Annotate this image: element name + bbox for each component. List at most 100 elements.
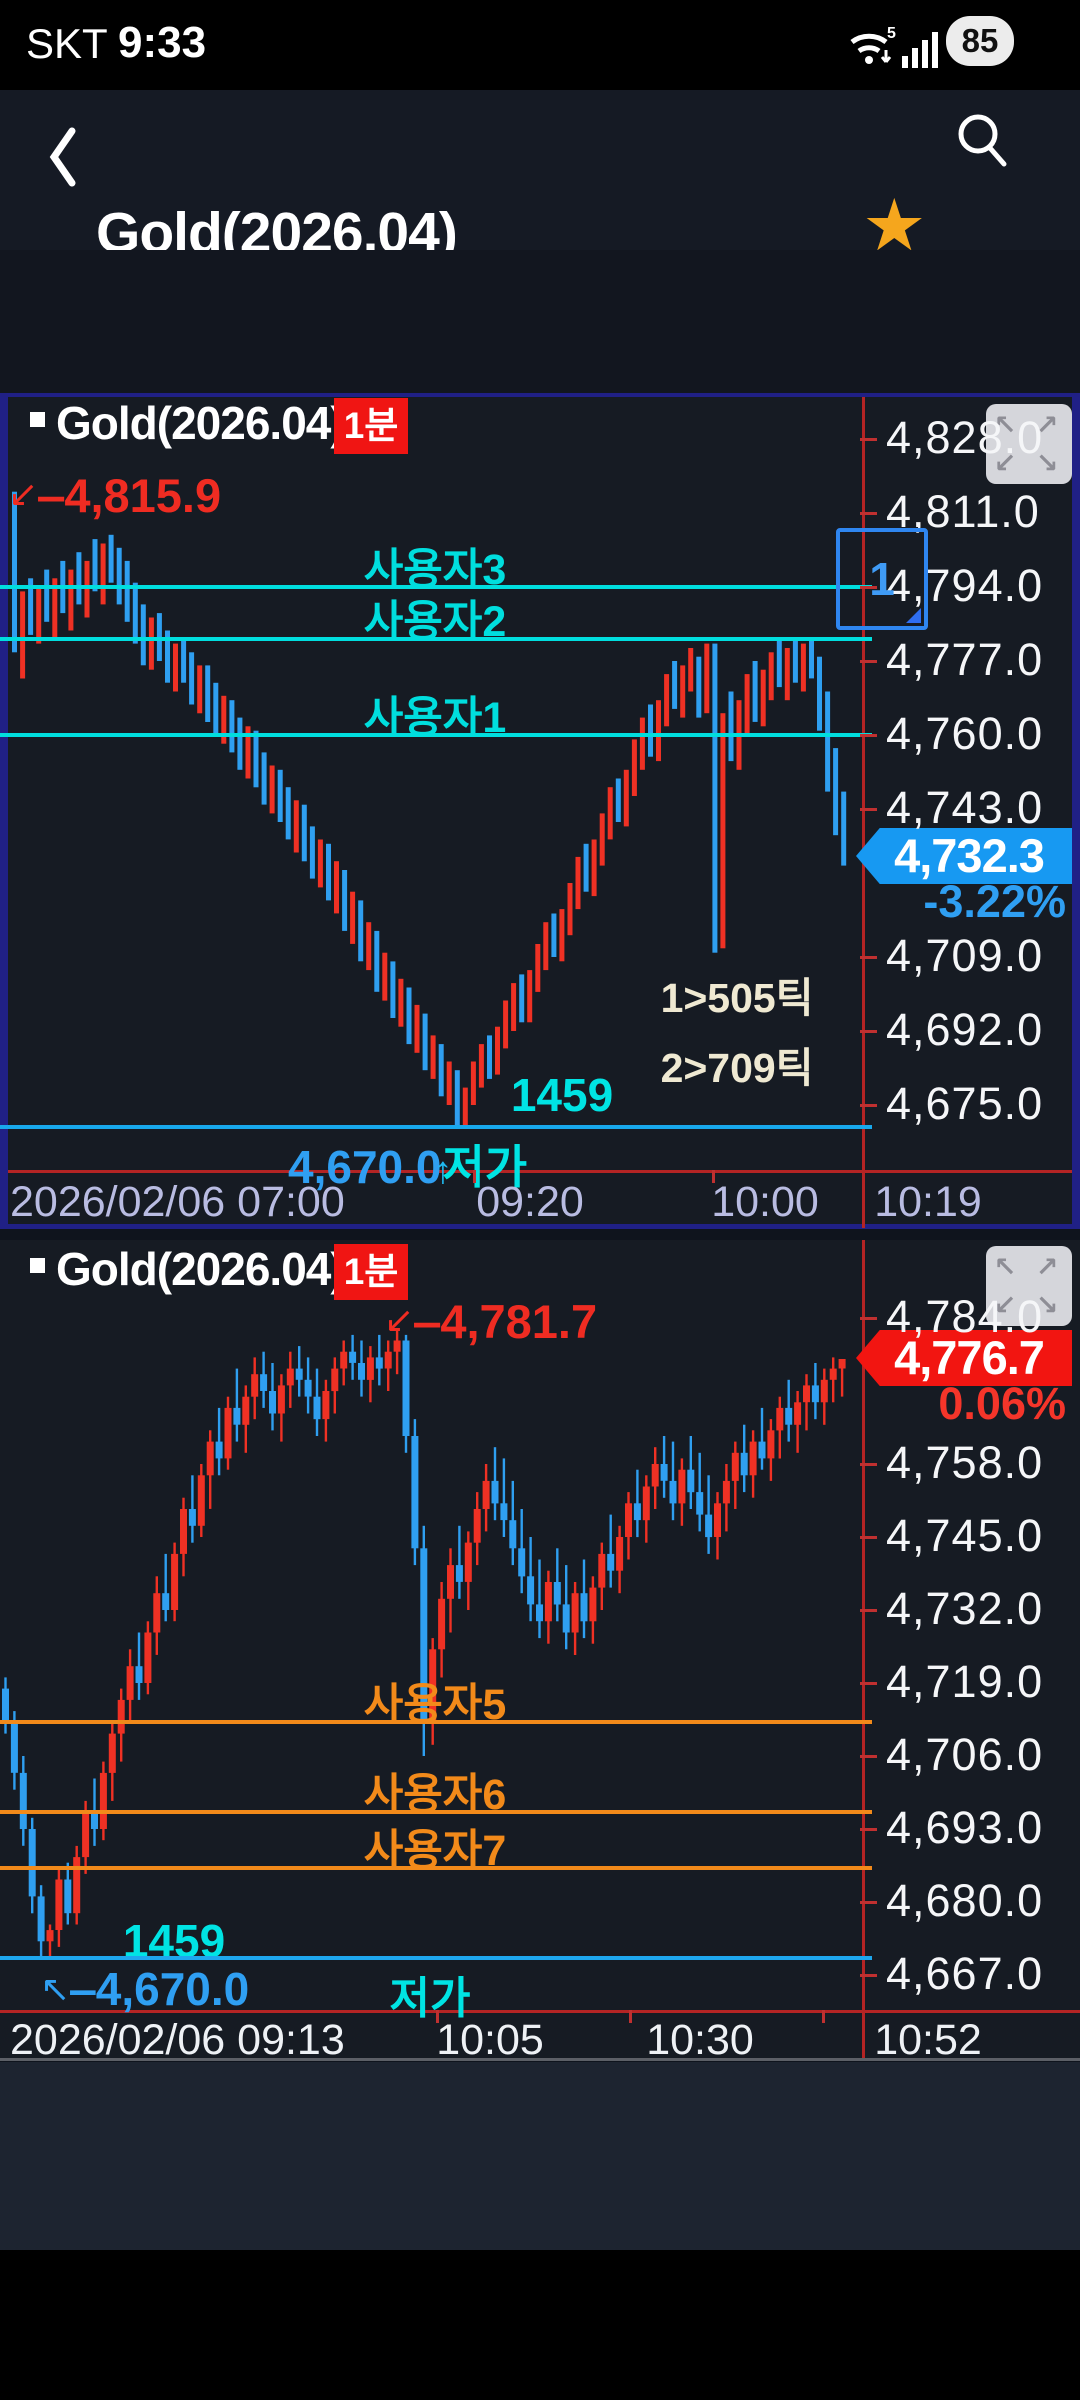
x-tick: [712, 1170, 715, 1183]
chart-toolbar: 일 주 월 1 틱: [0, 250, 1080, 630]
chart1-count-label: 1459: [510, 1069, 614, 1121]
price-axis-label: 4,784.0: [886, 1291, 1044, 1343]
price-axis-label: 4,667.0: [886, 1948, 1044, 1999]
chart1-x-label: 2026/02/06 07:00: [10, 1178, 345, 1226]
chart1-high-annotation: ↙‒4,815.9: [8, 469, 222, 522]
status-bar: SKT 9:33 5 85: [0, 0, 1080, 90]
back-icon[interactable]: [48, 126, 78, 188]
price-axis-label: 4,675.0: [886, 1078, 1044, 1129]
chart1-plot-area[interactable]: [8, 397, 1072, 1224]
price-axis-tick: [860, 660, 877, 663]
chart1-change-percent: -3.22%: [923, 876, 1066, 927]
x-tick: [629, 2010, 632, 2023]
x-tick: [436, 2010, 439, 2023]
chart1-time-axis-line: [8, 1170, 1072, 1173]
android-navbar: [0, 2250, 1080, 2400]
price-axis-tick: [860, 1828, 877, 1831]
price-axis-tick: [860, 1755, 877, 1759]
chart2-x-label: 10:30: [646, 2016, 754, 2064]
price-axis-tick: [860, 734, 877, 737]
price-axis-label: 4,777.0: [886, 634, 1044, 685]
legend-bullet: [30, 412, 45, 427]
price-axis-tick: [860, 1609, 877, 1613]
chart1-border: [1072, 393, 1080, 1229]
signal-icon: [902, 32, 938, 68]
user-line-label: 사용자3: [363, 546, 507, 594]
price-axis-tick: [860, 1901, 877, 1904]
interval-1min-selected[interactable]: 1: [836, 528, 928, 630]
user-line-label: 사용자2: [363, 598, 507, 647]
arrow-down-left-icon: ↙: [8, 473, 39, 514]
price-axis-tick: [860, 586, 877, 589]
chart2-low-label: ↖‒4,670.0: [40, 1963, 250, 2015]
price-axis-label: 4,745.0: [886, 1510, 1044, 1562]
chart1-symbol: Gold(2026.04): [56, 397, 346, 449]
legend-bullet: [30, 1258, 45, 1273]
chart1-border: [0, 393, 8, 1229]
chart2-x-label: 2026/02/06 09:13: [10, 2016, 345, 2064]
chart2-candles[interactable]: [0, 1240, 866, 2010]
chart1-tick-count-2: 2>709틱: [660, 1045, 814, 1091]
wifi-icon: 5: [850, 25, 896, 64]
chart1-expand-button[interactable]: ↖ ↗ ↙ ↘: [986, 404, 1072, 484]
chart2-x-label: 10:52: [874, 2016, 982, 2064]
price-axis-label: 4,743.0: [886, 782, 1044, 833]
clock: 9:33: [118, 18, 207, 67]
user-line: [0, 1720, 872, 1725]
user-line-label: 사용자5: [363, 1681, 507, 1730]
price-axis-label: 4,692.0: [886, 1004, 1044, 1055]
chart2-current-price-tag: 4,776.7: [856, 1330, 1072, 1386]
price-axis-label: 4,732.0: [886, 1583, 1044, 1635]
chart2-expand-button[interactable]: ↖ ↗ ↙ ↘: [986, 1246, 1072, 1326]
price-axis-label: 4,794.0: [886, 560, 1044, 611]
carrier-label: SKT: [26, 20, 108, 67]
battery-indicator: 85: [946, 16, 1014, 66]
price-axis-label: 4,693.0: [886, 1802, 1044, 1853]
search-icon[interactable]: [950, 108, 1014, 174]
user-line-label: 사용자6: [363, 1771, 507, 1820]
user-line-label: 사용자1: [363, 694, 507, 742]
chart1-low-label: 4,670.0↑저가: [288, 1141, 528, 1193]
user-line: [0, 1124, 872, 1129]
price-axis-label: 4,680.0: [886, 1875, 1044, 1926]
price-axis-tick: [860, 1317, 877, 1321]
chart1-current-price-tag: 4,732.3: [856, 828, 1072, 884]
app-header: Gold(2026.04) ★ 관심 검색: [0, 90, 1080, 325]
chart2-interval-badge: 1분: [334, 1244, 408, 1300]
x-tick: [822, 2010, 825, 2023]
bottom-navigation: 전체메뉴 홈 관심종목 선물옵션현재가 선물옵션차트: [0, 2062, 1080, 2250]
chart1-x-label: 10:19: [874, 1178, 982, 1226]
chart1-interval-badge: 1분: [334, 398, 408, 454]
user-line: [0, 585, 872, 589]
divider: [0, 2058, 1080, 2061]
price-axis-tick: [860, 1974, 877, 1977]
price-axis-tick: [860, 956, 877, 959]
chart2-symbol: Gold(2026.04): [56, 1243, 346, 1295]
price-axis-tick: [860, 1104, 877, 1107]
chart1-border: [0, 393, 1080, 397]
user-line: [0, 1956, 872, 1961]
chart2-change-percent: 0.06%: [938, 1378, 1066, 1429]
price-axis-label: 4,828.0: [886, 412, 1044, 463]
arrow-down-left-icon: ↙: [384, 1299, 415, 1340]
svg-text:5: 5: [887, 25, 896, 42]
chart2-high-annotation: ↙‒4,781.7: [384, 1295, 598, 1348]
price-axis-tick: [860, 1682, 877, 1686]
user-line: [0, 1810, 872, 1815]
price-axis-label: 4,758.0: [886, 1437, 1044, 1489]
chart2-price-axis-line: [862, 1240, 865, 2058]
arrow-up-left-icon: ↖: [40, 1968, 71, 2009]
chart1-price-axis-line: [862, 397, 865, 1228]
price-axis-label: 4,709.0: [886, 930, 1044, 981]
chart2-low-name: 저가: [389, 1974, 471, 2023]
arrow-up-icon: ↑: [433, 1150, 453, 1192]
user-line-label: 사용자7: [363, 1827, 507, 1876]
price-axis-tick: [860, 1030, 877, 1033]
price-axis-tick: [860, 512, 877, 515]
chart1-x-label: 09:20: [476, 1178, 584, 1226]
chart1-tick-count-1: 1>505틱: [660, 975, 814, 1021]
price-axis-tick: [860, 438, 877, 441]
price-axis-tick: [860, 1536, 877, 1540]
dropdown-corner-icon: [906, 608, 921, 623]
user-line: [0, 637, 872, 642]
